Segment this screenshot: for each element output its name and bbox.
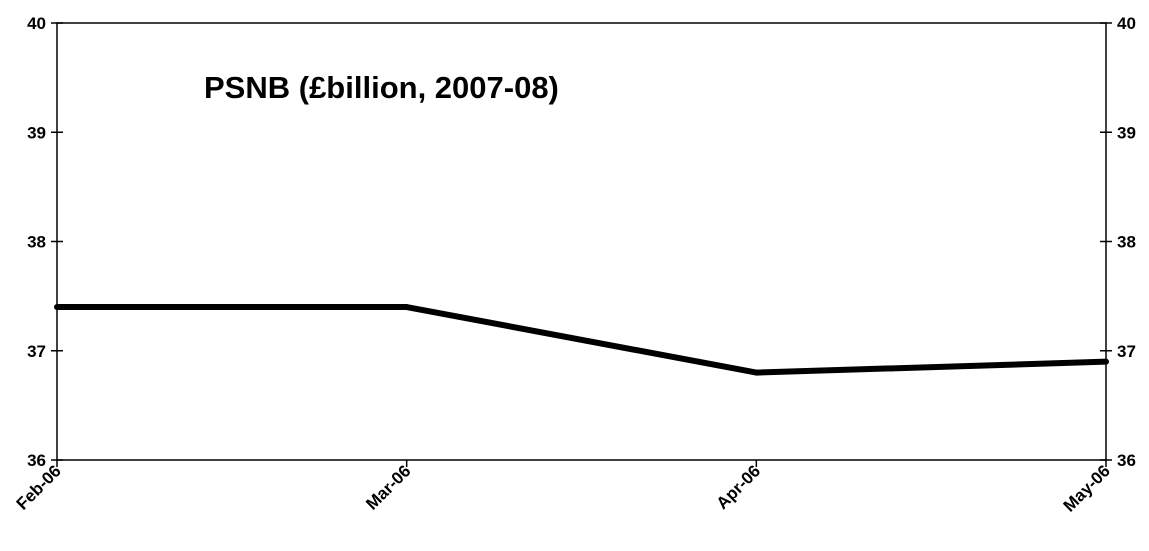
series-line-segment bbox=[756, 358, 1107, 376]
right-y-axis: 36 37 38 39 40 bbox=[1100, 14, 1136, 470]
y-tick-label-right: 38 bbox=[1117, 233, 1136, 252]
x-axis: Feb-06 Mar-06 Apr-06 May-06 bbox=[13, 460, 1114, 516]
y-tick-label-right: 36 bbox=[1117, 451, 1136, 470]
data-point bbox=[54, 304, 60, 311]
data-point bbox=[403, 304, 410, 311]
data-point bbox=[1103, 358, 1109, 365]
chart-title: PSNB (£billion, 2007-08) bbox=[204, 70, 559, 105]
series-layer bbox=[54, 304, 1109, 376]
y-tick-label-left: 39 bbox=[27, 123, 46, 142]
plot-area bbox=[56, 22, 1107, 461]
y-tick-label-left: 36 bbox=[27, 451, 46, 470]
y-tick-label-left: 40 bbox=[27, 14, 46, 33]
data-point bbox=[753, 369, 760, 376]
left-y-axis: 36 37 38 39 40 bbox=[27, 14, 63, 470]
series-line-segment bbox=[406, 304, 757, 376]
y-tick-label-left: 38 bbox=[27, 233, 46, 252]
y-tick-label-right: 39 bbox=[1117, 123, 1136, 142]
y-tick-label-right: 37 bbox=[1117, 342, 1136, 361]
y-tick-label-right: 40 bbox=[1117, 14, 1136, 33]
y-tick-label-left: 37 bbox=[27, 342, 46, 361]
x-tick-label: Apr-06 bbox=[713, 461, 765, 513]
x-tick-label: May-06 bbox=[1060, 461, 1114, 515]
x-tick-label: Mar-06 bbox=[362, 461, 414, 513]
